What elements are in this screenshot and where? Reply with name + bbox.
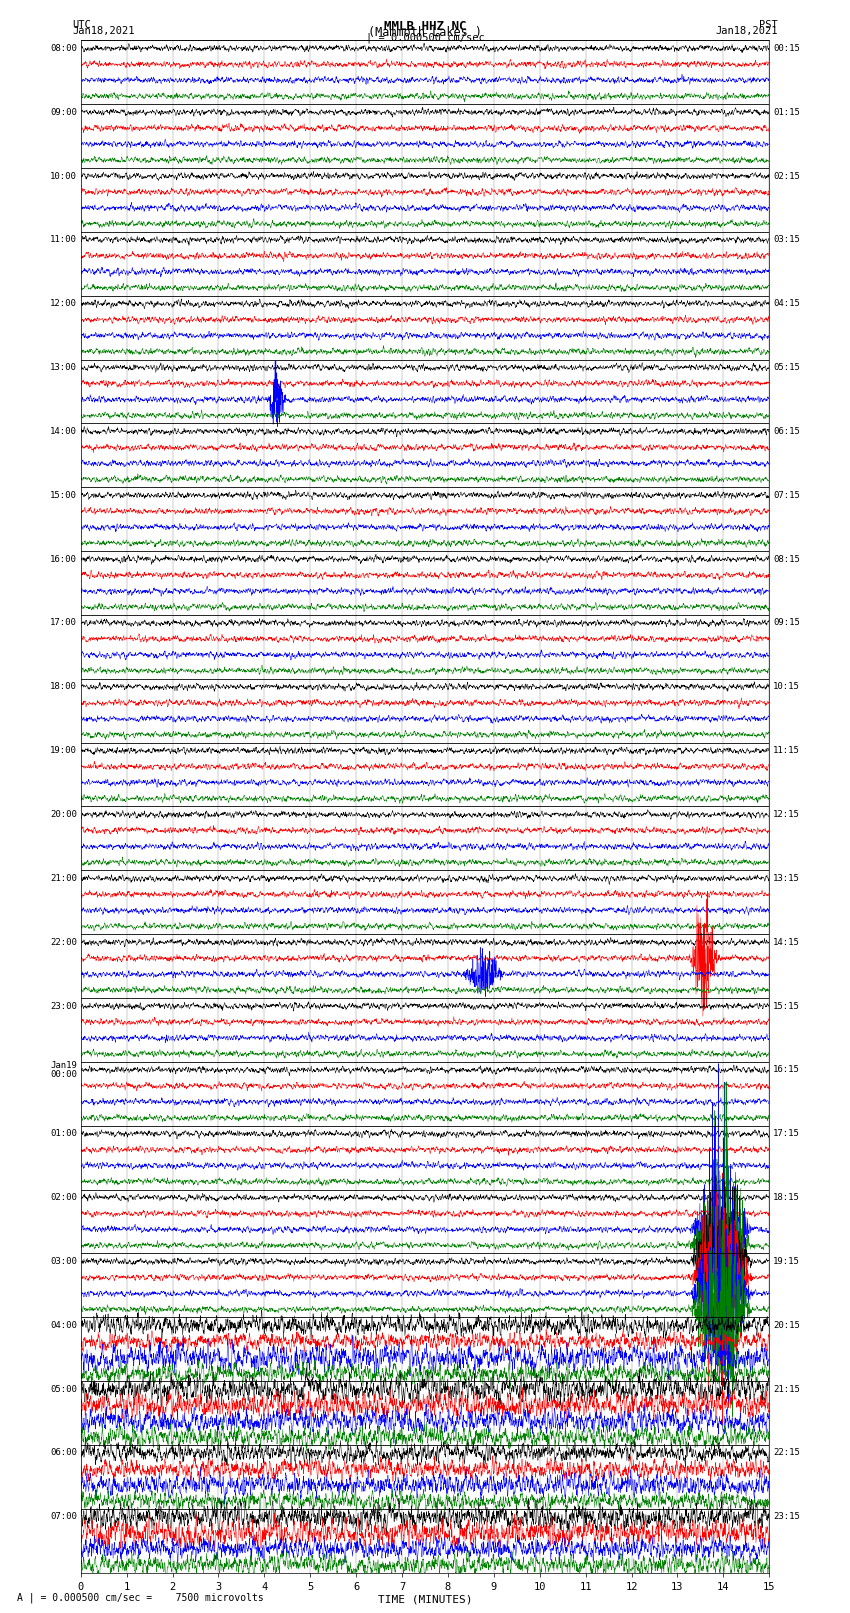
Text: 14:15: 14:15 <box>773 937 800 947</box>
Text: 19:00: 19:00 <box>50 747 77 755</box>
Text: 23:15: 23:15 <box>773 1513 800 1521</box>
Text: 13:15: 13:15 <box>773 874 800 882</box>
Text: 17:15: 17:15 <box>773 1129 800 1139</box>
Text: 11:15: 11:15 <box>773 747 800 755</box>
Text: 20:00: 20:00 <box>50 810 77 819</box>
Text: 16:00: 16:00 <box>50 555 77 563</box>
Text: 10:15: 10:15 <box>773 682 800 692</box>
Text: 00:15: 00:15 <box>773 44 800 53</box>
Text: 23:00: 23:00 <box>50 1002 77 1010</box>
Text: 22:15: 22:15 <box>773 1448 800 1458</box>
Text: 13:00: 13:00 <box>50 363 77 373</box>
Text: 01:00: 01:00 <box>50 1129 77 1139</box>
Text: 16:15: 16:15 <box>773 1065 800 1074</box>
Text: 09:15: 09:15 <box>773 618 800 627</box>
Text: 02:15: 02:15 <box>773 171 800 181</box>
Text: 07:00: 07:00 <box>50 1513 77 1521</box>
Text: | = 0.000500 cm/sec: | = 0.000500 cm/sec <box>366 32 484 44</box>
X-axis label: TIME (MINUTES): TIME (MINUTES) <box>377 1595 473 1605</box>
Text: Jan18,2021: Jan18,2021 <box>72 26 135 35</box>
Text: 09:00: 09:00 <box>50 108 77 116</box>
Text: 10:00: 10:00 <box>50 171 77 181</box>
Text: 15:15: 15:15 <box>773 1002 800 1010</box>
Text: PST: PST <box>759 19 778 29</box>
Text: 18:00: 18:00 <box>50 682 77 692</box>
Text: 22:00: 22:00 <box>50 937 77 947</box>
Text: 12:00: 12:00 <box>50 298 77 308</box>
Text: 14:00: 14:00 <box>50 427 77 436</box>
Text: MMLB HHZ NC: MMLB HHZ NC <box>383 19 467 34</box>
Text: 06:15: 06:15 <box>773 427 800 436</box>
Text: 05:15: 05:15 <box>773 363 800 373</box>
Text: 00:00: 00:00 <box>50 1069 77 1079</box>
Text: (Mammoth Lakes ): (Mammoth Lakes ) <box>368 26 482 39</box>
Text: 05:00: 05:00 <box>50 1384 77 1394</box>
Text: Jan19: Jan19 <box>50 1061 77 1069</box>
Text: 15:00: 15:00 <box>50 490 77 500</box>
Text: 07:15: 07:15 <box>773 490 800 500</box>
Text: A | = 0.000500 cm/sec =    7500 microvolts: A | = 0.000500 cm/sec = 7500 microvolts <box>17 1592 264 1603</box>
Text: 06:00: 06:00 <box>50 1448 77 1458</box>
Text: 03:15: 03:15 <box>773 235 800 244</box>
Text: 17:00: 17:00 <box>50 618 77 627</box>
Text: 03:00: 03:00 <box>50 1257 77 1266</box>
Text: 19:15: 19:15 <box>773 1257 800 1266</box>
Text: 18:15: 18:15 <box>773 1194 800 1202</box>
Text: 01:15: 01:15 <box>773 108 800 116</box>
Text: 11:00: 11:00 <box>50 235 77 244</box>
Text: Jan18,2021: Jan18,2021 <box>715 26 778 35</box>
Text: 12:15: 12:15 <box>773 810 800 819</box>
Text: 21:00: 21:00 <box>50 874 77 882</box>
Text: 08:00: 08:00 <box>50 44 77 53</box>
Text: UTC: UTC <box>72 19 91 29</box>
Text: 04:15: 04:15 <box>773 298 800 308</box>
Text: 08:15: 08:15 <box>773 555 800 563</box>
Text: 20:15: 20:15 <box>773 1321 800 1329</box>
Text: 04:00: 04:00 <box>50 1321 77 1329</box>
Text: 21:15: 21:15 <box>773 1384 800 1394</box>
Text: 02:00: 02:00 <box>50 1194 77 1202</box>
